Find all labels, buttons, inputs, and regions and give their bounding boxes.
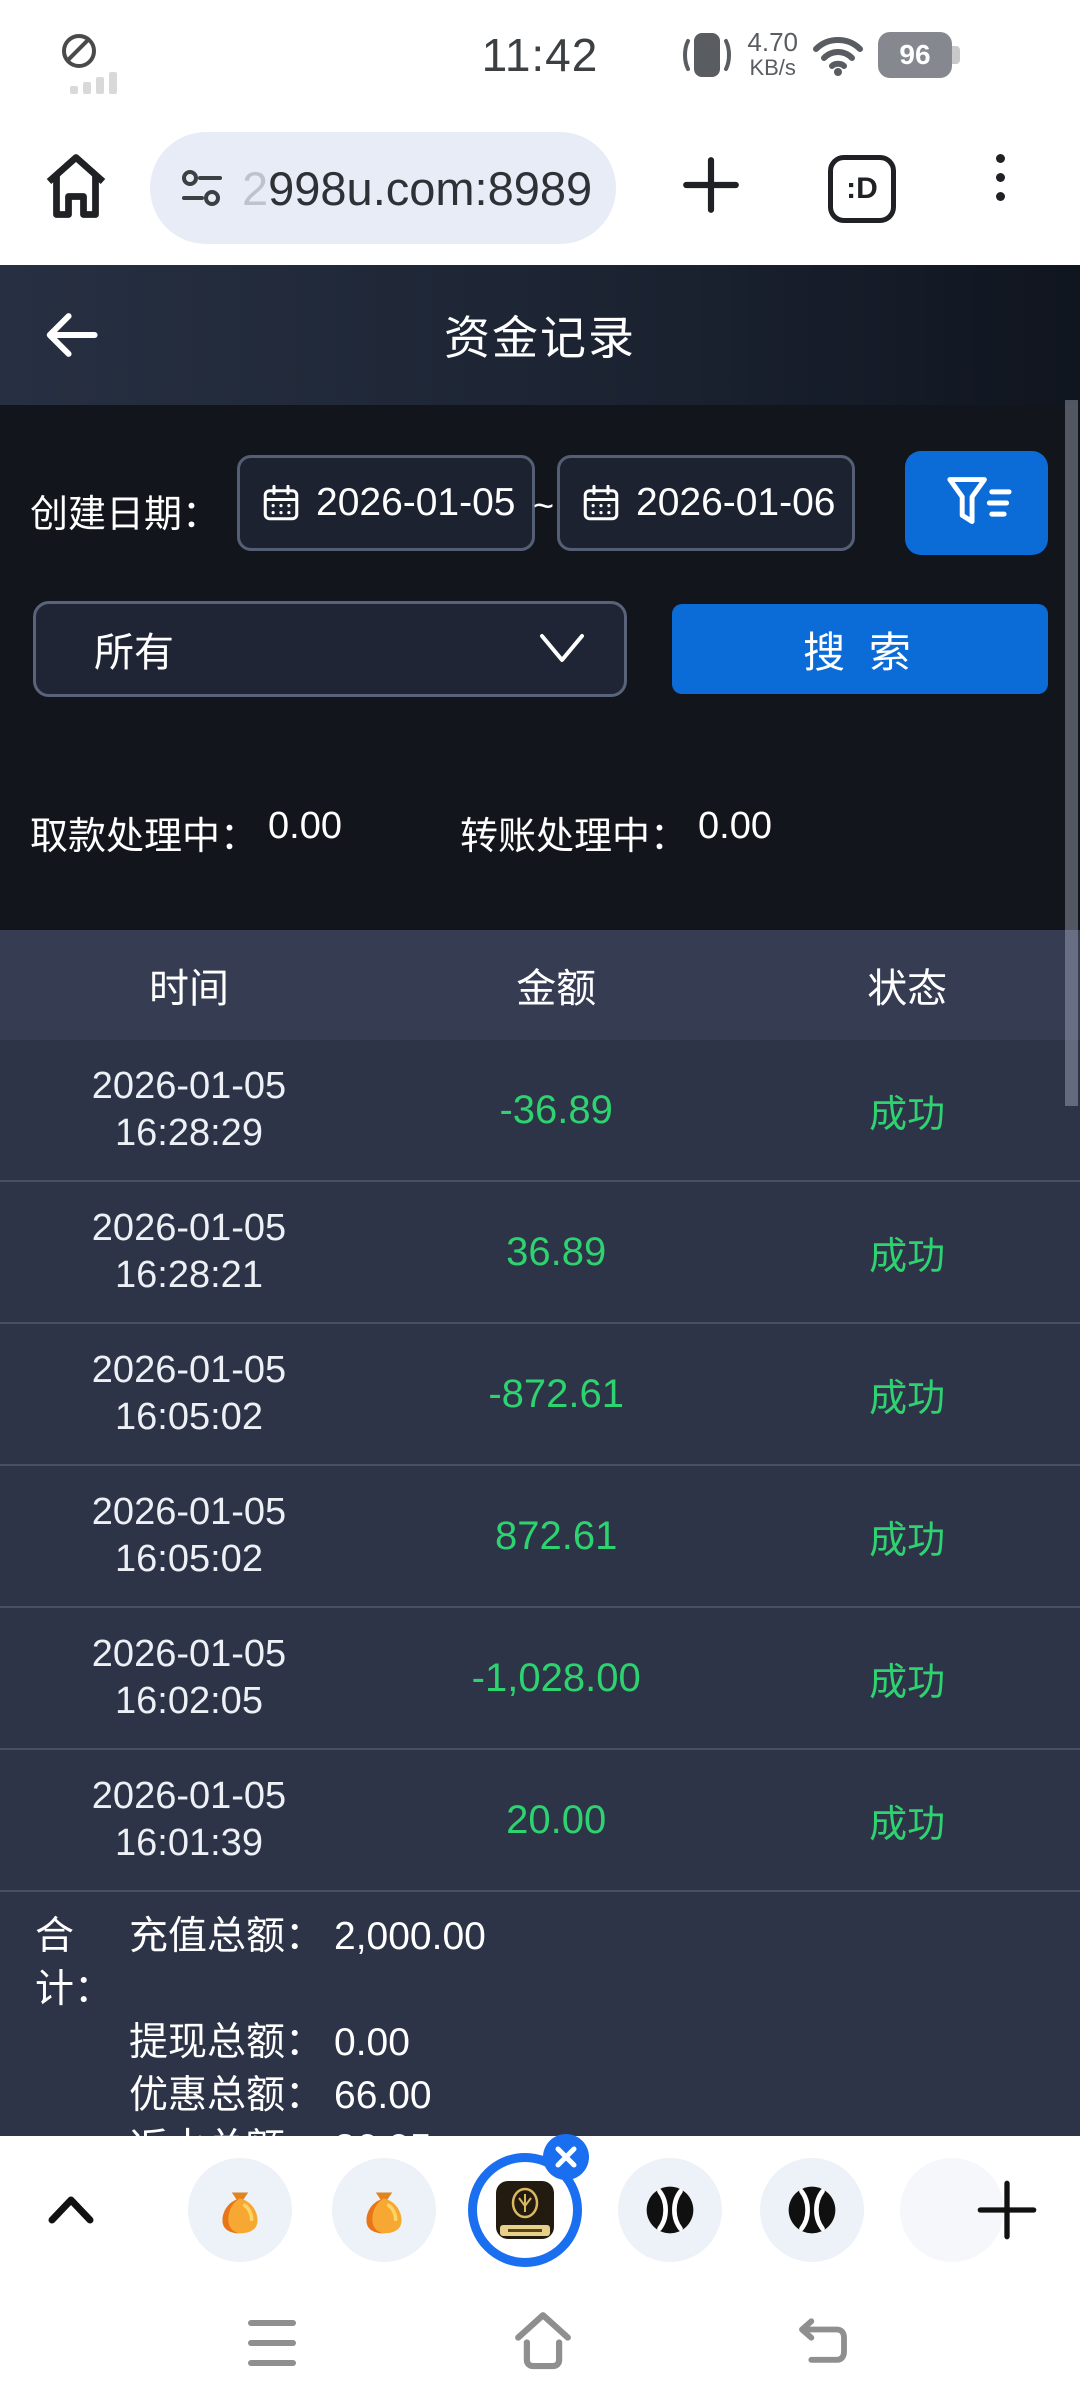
amount-cell: -872.61: [488, 1371, 625, 1416]
globe-icon: [646, 2186, 694, 2234]
vibrate-icon: [681, 33, 733, 77]
col-header-amount: 金额: [516, 967, 597, 1011]
date-from-input[interactable]: 2026-01-05: [237, 455, 535, 551]
collapse-chevron-icon[interactable]: [46, 2194, 96, 2224]
bonus-total: 66.00: [334, 2074, 432, 2117]
money-bag-icon: [366, 2192, 402, 2234]
calendar-icon: [263, 484, 299, 521]
amount-cell: -1,028.00: [471, 1655, 641, 1700]
browser-home-icon[interactable]: [40, 148, 112, 224]
funnel-icon: [946, 477, 1012, 524]
date-range-label: 创建日期：: [30, 494, 221, 536]
amount-cell: -36.89: [499, 1087, 613, 1132]
filter-button[interactable]: [905, 451, 1048, 555]
globe-icon: [788, 2186, 836, 2234]
status-cell: 成功: [869, 1235, 946, 1278]
totals-summary: 合计： 充值总额： 2,000.00 提现总额： 0.00 优惠总额： 66.0…: [0, 1890, 1080, 2170]
withdraw-total: 0.00: [334, 2021, 410, 2064]
tab-switcher-button[interactable]: :D: [828, 155, 896, 223]
page-scrollbar[interactable]: [1065, 400, 1078, 1106]
tab-thumbnail[interactable]: [618, 2158, 722, 2262]
filter-section: 创建日期： 2026-01-05 ~ 2026-01-06: [0, 405, 1080, 930]
add-tab-icon[interactable]: [975, 2178, 1039, 2242]
status-left-icons: [62, 34, 117, 94]
status-time: 11:42: [481, 29, 599, 81]
tab-group-strip: [0, 2134, 1080, 2284]
mute-icon: [62, 34, 96, 68]
table-row[interactable]: 2026-01-05 16:05:02 872.61 成功: [0, 1464, 1080, 1606]
calendar-icon: [583, 484, 619, 521]
type-select[interactable]: 所有: [33, 601, 627, 697]
wifi-icon: [813, 37, 863, 76]
url-bar[interactable]: 2998u.com:8989: [150, 132, 616, 244]
network-speed: 4.70 KB/s: [747, 27, 798, 80]
browser-menu-icon[interactable]: [996, 154, 1005, 201]
nav-home-icon[interactable]: [512, 2310, 574, 2370]
amount-cell: 872.61: [495, 1513, 618, 1558]
table-row[interactable]: 2026-01-05 16:02:05 -1,028.00 成功: [0, 1606, 1080, 1748]
signal-bars-icon: [70, 72, 117, 94]
date-from-value: 2026-01-05: [316, 481, 516, 524]
withdraw-processing-label: 取款处理中：: [30, 816, 259, 858]
bottom-area: [0, 2134, 1080, 2400]
chevron-down-icon: [540, 634, 584, 662]
tab-thumbnail[interactable]: [188, 2158, 292, 2262]
table-row[interactable]: 2026-01-05 16:28:29 -36.89 成功: [0, 1040, 1080, 1180]
page-header: 资金记录: [0, 265, 1080, 405]
transfer-processing-value: 0.00: [698, 805, 772, 847]
table-row[interactable]: 2026-01-05 16:28:21 36.89 成功: [0, 1180, 1080, 1322]
withdraw-processing-value: 0.00: [268, 805, 342, 847]
new-tab-icon[interactable]: [678, 152, 744, 218]
page-title: 资金记录: [444, 312, 636, 364]
status-cell: 成功: [869, 1519, 946, 1562]
status-cell: 成功: [869, 1377, 946, 1420]
date-to-value: 2026-01-06: [636, 481, 836, 524]
recents-menu-icon[interactable]: [248, 2320, 296, 2366]
deposit-total: 2,000.00: [334, 1915, 486, 1958]
status-cell: 成功: [869, 1661, 946, 1704]
table-row[interactable]: 2026-01-05 16:01:39 20.00 成功: [0, 1748, 1080, 1890]
col-header-time: 时间: [149, 967, 229, 1011]
col-header-status: 状态: [867, 967, 948, 1011]
date-to-input[interactable]: 2026-01-06: [557, 455, 855, 551]
casino-site-favicon: [496, 2181, 554, 2239]
tab-thumbnail[interactable]: [332, 2158, 436, 2262]
close-tab-icon[interactable]: [543, 2134, 589, 2180]
status-bar: 11:42 4.70 KB/s 96: [0, 0, 1080, 110]
processing-amounts: 取款处理中： 0.00 转账处理中： 0.00: [30, 805, 772, 860]
table-row[interactable]: 2026-01-05 16:05:02 -872.61 成功: [0, 1322, 1080, 1464]
totals-prefix: 合计：: [35, 1915, 114, 2011]
search-button[interactable]: 搜 索: [672, 604, 1048, 694]
money-bag-icon: [222, 2192, 258, 2234]
back-arrow-icon[interactable]: [42, 309, 100, 361]
status-cell: 成功: [869, 1803, 946, 1846]
type-select-value: 所有: [94, 631, 174, 675]
date-separator: ~: [533, 485, 555, 526]
battery-indicator: 96: [878, 32, 960, 78]
android-nav-bar: [0, 2284, 1080, 2400]
status-cell: 成功: [869, 1093, 946, 1136]
browser-toolbar: 2998u.com:8989 :D: [0, 110, 1080, 265]
site-settings-icon[interactable]: [180, 166, 224, 210]
url-text[interactable]: 2998u.com:8989: [242, 161, 593, 215]
nav-back-icon[interactable]: [795, 2312, 851, 2368]
amount-cell: 36.89: [506, 1229, 607, 1274]
amount-cell: 20.00: [506, 1797, 607, 1842]
tab-thumbnail[interactable]: [760, 2158, 864, 2262]
status-right-icons: 4.70 KB/s 96: [681, 0, 960, 110]
transfer-processing-label: 转账处理中：: [459, 816, 688, 858]
table-header: 时间 金额 状态: [0, 930, 1080, 1040]
